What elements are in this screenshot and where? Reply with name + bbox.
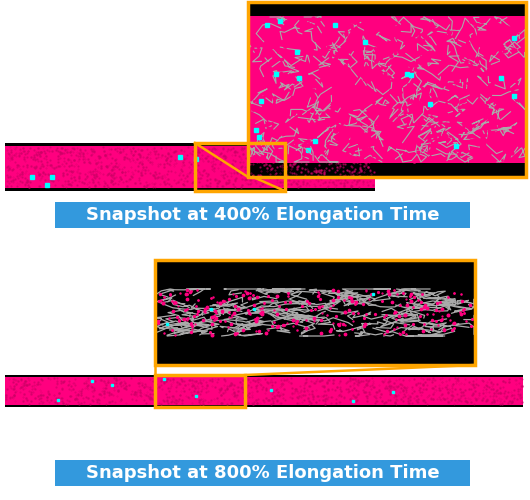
Bar — [155, 260, 475, 365]
Bar — [248, 2, 526, 177]
Bar — [155, 260, 475, 365]
Bar — [5, 375, 523, 407]
Bar — [155, 375, 245, 407]
Bar — [5, 143, 375, 191]
Bar — [248, 2, 526, 177]
Bar — [5, 146, 375, 188]
Bar — [55, 460, 470, 486]
Bar — [248, 16, 526, 163]
Text: Snapshot at 400% Elongation Time: Snapshot at 400% Elongation Time — [86, 206, 439, 224]
Text: Snapshot at 800% Elongation Time: Snapshot at 800% Elongation Time — [86, 464, 439, 482]
Bar — [55, 202, 470, 228]
Bar — [155, 288, 475, 337]
Bar — [5, 377, 523, 405]
Bar — [195, 143, 285, 191]
